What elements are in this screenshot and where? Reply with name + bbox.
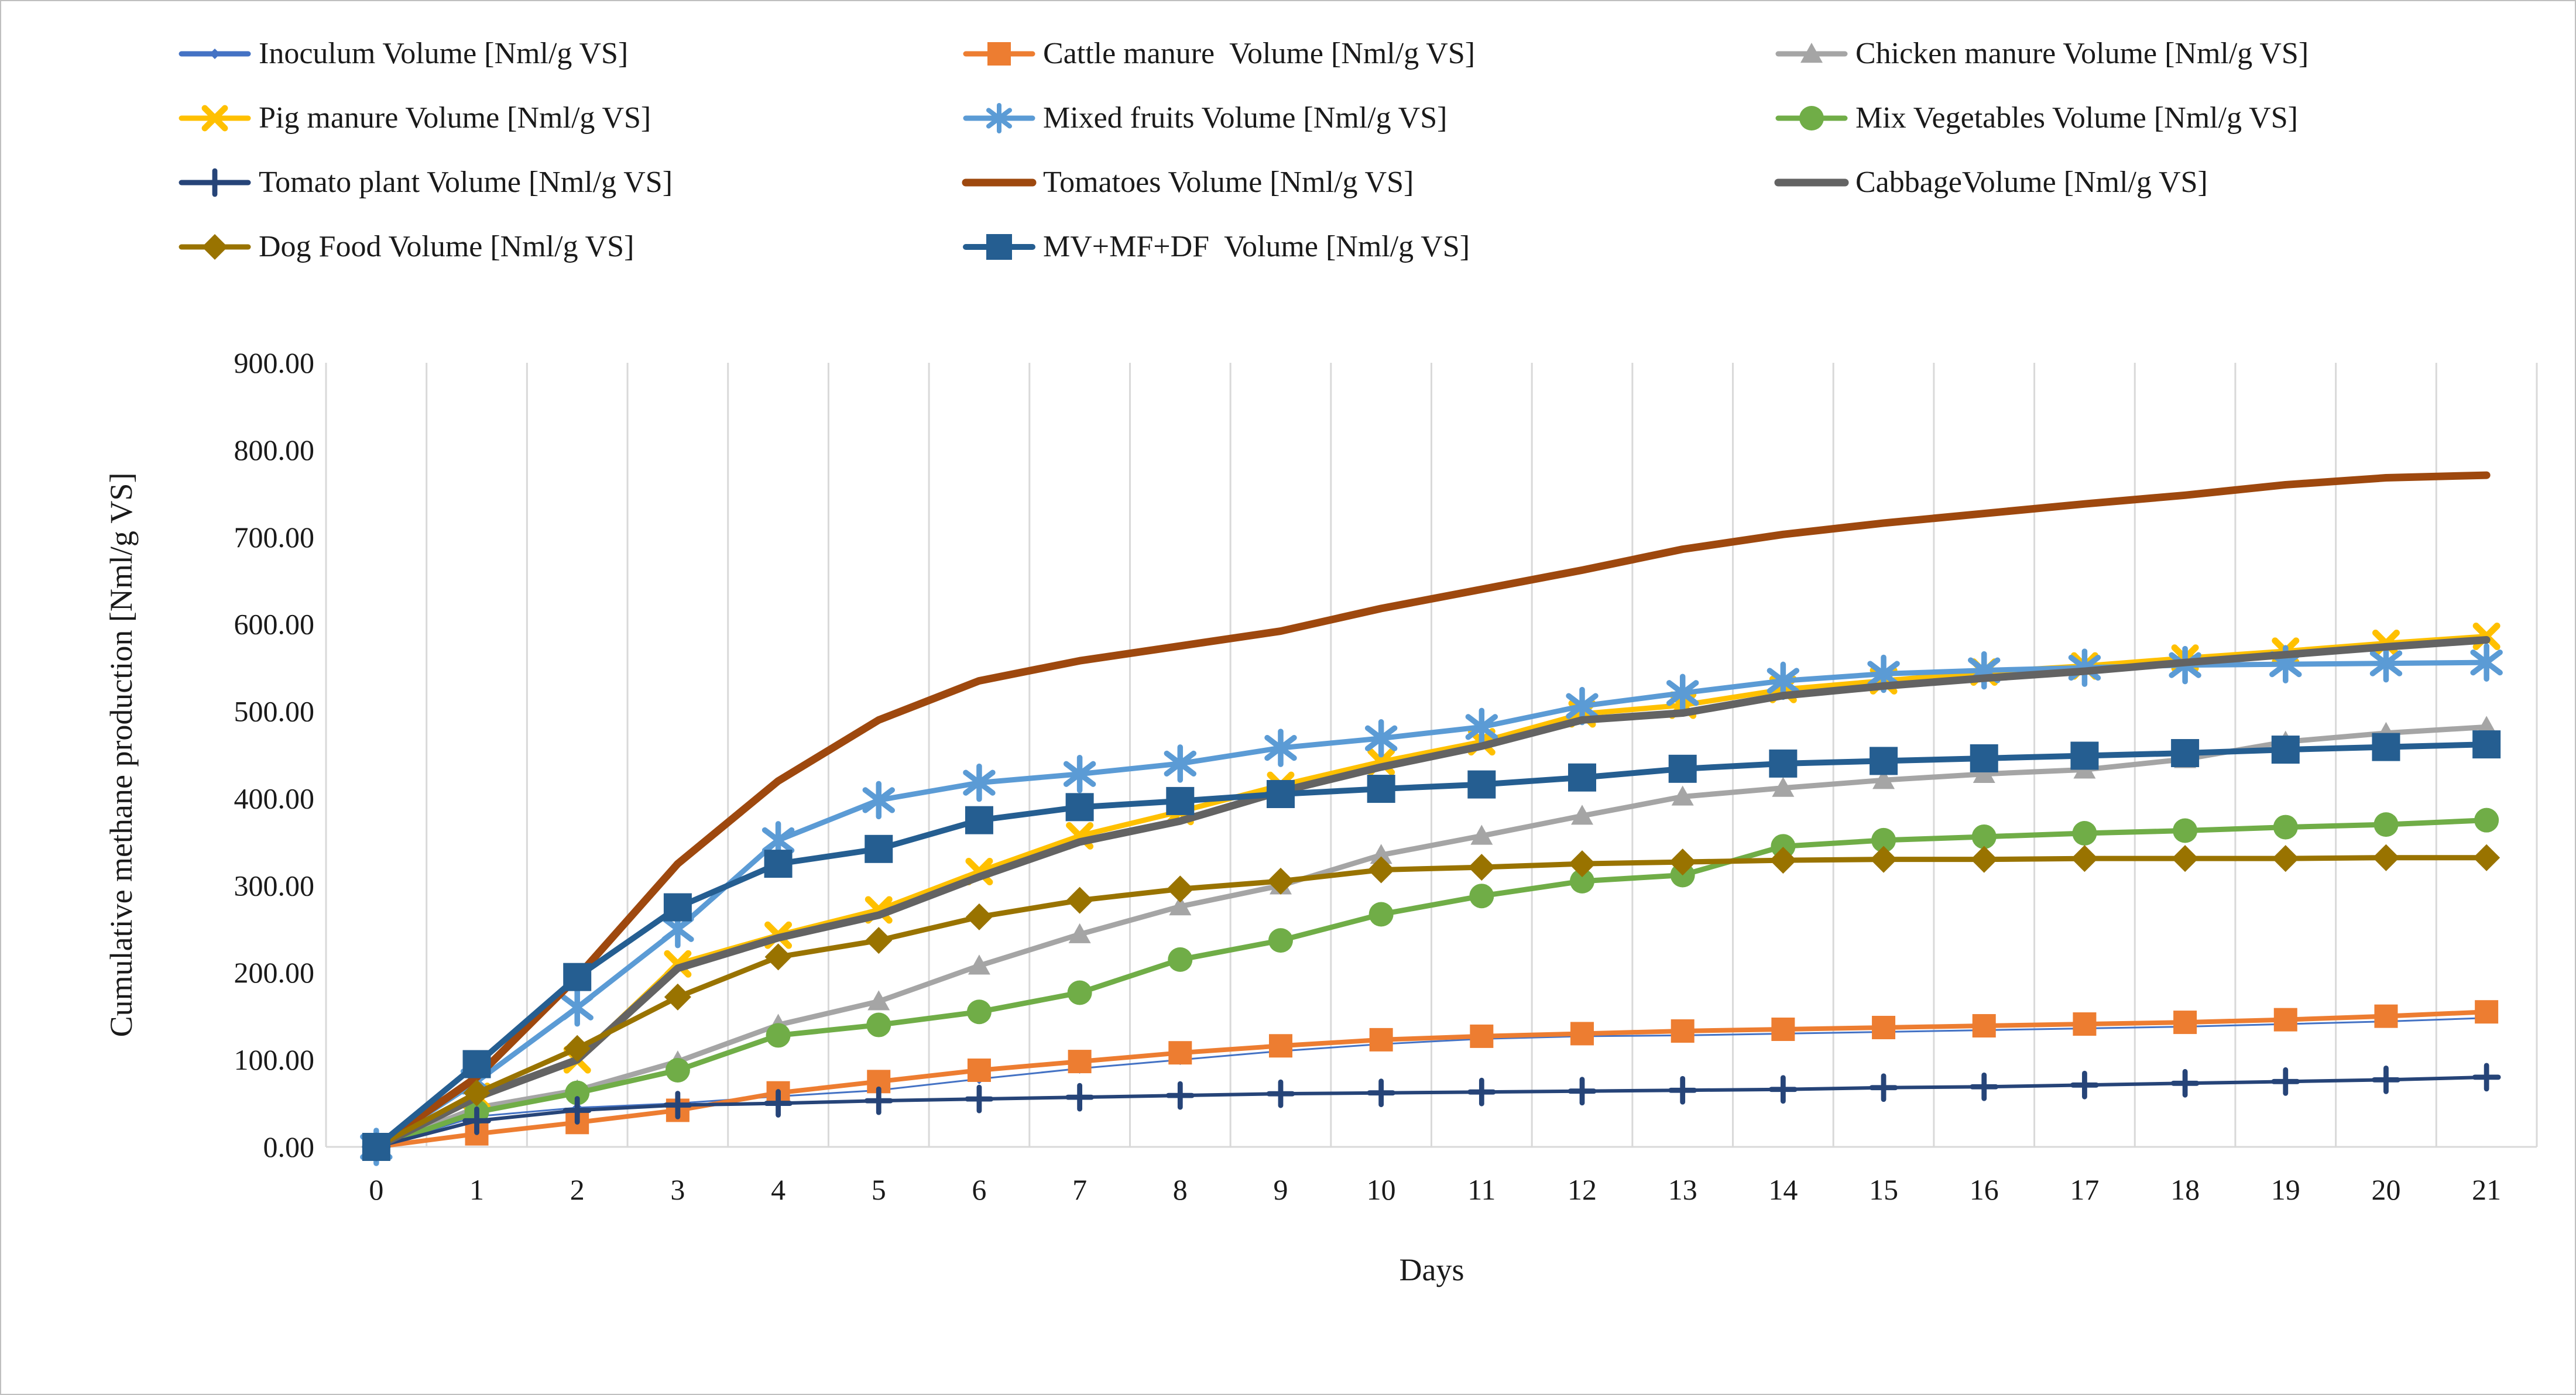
- legend-marker-icon: [963, 103, 1035, 133]
- y-axis-title: Cumulative methane production [Nml/g VS]: [104, 472, 139, 1037]
- legend: Inoculum Volume [Nml/g VS] Cattle manure …: [1, 1, 2575, 305]
- y-tick-label: 900.00: [234, 346, 315, 379]
- y-tick-label: 0.00: [263, 1131, 315, 1163]
- y-tick-label: 100.00: [234, 1043, 315, 1076]
- x-tick-label: 1: [469, 1173, 484, 1206]
- y-tick-label: 400.00: [234, 782, 315, 815]
- x-tick-label: 3: [670, 1173, 685, 1206]
- x-tick-label: 4: [771, 1173, 786, 1206]
- x-tick-label: 5: [872, 1173, 886, 1206]
- x-tick-label: 13: [1668, 1173, 1697, 1206]
- x-tick-label: 18: [2170, 1173, 2200, 1206]
- series-10: [362, 730, 2501, 1161]
- x-tick-label: 2: [570, 1173, 585, 1206]
- legend-marker-icon: [963, 234, 1035, 260]
- legend-item-3: Pig manure Volume [Nml/g VS]: [177, 102, 651, 135]
- series-7: [372, 471, 2491, 1151]
- series-markers-10: [362, 730, 2501, 1161]
- legend-marker-icon: [179, 234, 251, 260]
- legend-item-label: Tomatoes Volume [Nml/g VS]: [1043, 166, 1414, 199]
- x-tick-label: 9: [1273, 1173, 1288, 1206]
- legend-item-4: Mixed fruits Volume [Nml/g VS]: [961, 102, 1447, 135]
- y-tick-label: 700.00: [234, 521, 315, 554]
- x-tick-label: 14: [1768, 1173, 1798, 1206]
- x-tick-label: 11: [1467, 1173, 1495, 1206]
- legend-item-label: CabbageVolume [Nml/g VS]: [1855, 166, 2208, 199]
- legend-item-label: Mixed fruits Volume [Nml/g VS]: [1043, 101, 1448, 135]
- series-line-7: [372, 471, 2491, 1151]
- legend-item-label: Mix Vegetables Volume [Nml/g VS]: [1855, 101, 2298, 135]
- series-markers-9: [362, 844, 2500, 1160]
- x-tick-label: 16: [1970, 1173, 1999, 1206]
- legend-marker-icon: [963, 42, 1035, 66]
- legend-item-5: Mix Vegetables Volume [Nml/g VS]: [1774, 102, 2298, 135]
- legend-item-label: Pig manure Volume [Nml/g VS]: [259, 101, 651, 135]
- y-tick-label: 300.00: [234, 869, 315, 902]
- series-line-5: [373, 817, 2489, 1150]
- legend-item-10: MV+MF+DF Volume [Nml/g VS]: [961, 231, 1470, 263]
- legend-item-7: Tomatoes Volume [Nml/g VS]: [961, 166, 1414, 199]
- legend-item-label: Chicken manure Volume [Nml/g VS]: [1855, 37, 2309, 70]
- legend-marker-icon: [1775, 43, 1848, 63]
- series-line-9: [373, 855, 2489, 1150]
- legend-item-9: Dog Food Volume [Nml/g VS]: [177, 231, 634, 263]
- series-markers-5: [363, 808, 2499, 1159]
- legend-marker-icon: [179, 49, 251, 59]
- x-tick-label: 10: [1367, 1173, 1396, 1206]
- legend-item-8: CabbageVolume [Nml/g VS]: [1774, 166, 2208, 199]
- x-tick-label: 0: [369, 1173, 383, 1206]
- legend-item-label: Tomato plant Volume [Nml/g VS]: [259, 166, 673, 199]
- series-line-6: [374, 1075, 2489, 1149]
- legend-item-label: Dog Food Volume [Nml/g VS]: [259, 230, 634, 263]
- series-line-8: [372, 635, 2491, 1151]
- series-5: [363, 808, 2499, 1159]
- series-line-2: [373, 724, 2489, 1150]
- series-8: [372, 635, 2491, 1151]
- series-9: [362, 844, 2500, 1160]
- legend-marker-icon: [1775, 106, 1848, 130]
- y-tick-label: 500.00: [234, 695, 315, 728]
- series-line-1: [373, 1009, 2489, 1149]
- x-tick-label: 12: [1567, 1173, 1597, 1206]
- x-tick-label: 17: [2070, 1173, 2099, 1206]
- x-tick-label: 6: [972, 1173, 986, 1206]
- x-tick-label: 15: [1869, 1173, 1898, 1206]
- legend-item-label: MV+MF+DF Volume [Nml/g VS]: [1043, 230, 1470, 263]
- legend-item-label: Cattle manure Volume [Nml/g VS]: [1043, 37, 1476, 70]
- x-tick-label: 19: [2271, 1173, 2300, 1206]
- legend-item-label: Inoculum Volume [Nml/g VS]: [259, 37, 629, 70]
- legend-marker-icon: [962, 178, 1037, 187]
- legend-marker-icon: [1774, 178, 1849, 187]
- y-tick-label: 600.00: [234, 608, 315, 641]
- legend-marker-icon: [179, 105, 251, 132]
- legend-item-1: Cattle manure Volume [Nml/g VS]: [961, 37, 1475, 70]
- legend-item-2: Chicken manure Volume [Nml/g VS]: [1774, 37, 2309, 70]
- series-line-10: [373, 741, 2490, 1150]
- x-tick-label: 21: [2472, 1173, 2501, 1206]
- x-tick-label: 20: [2371, 1173, 2400, 1206]
- legend-item-0: Inoculum Volume [Nml/g VS]: [177, 37, 628, 70]
- legend-marker-icon: [179, 168, 251, 197]
- x-axis-title: Days: [1399, 1252, 1464, 1287]
- y-tick-label: 200.00: [234, 956, 315, 989]
- x-tick-label: 8: [1173, 1173, 1188, 1206]
- legend-item-6: Tomato plant Volume [Nml/g VS]: [177, 166, 673, 199]
- x-tick-label: 7: [1072, 1173, 1087, 1206]
- y-tick-label: 800.00: [234, 434, 315, 466]
